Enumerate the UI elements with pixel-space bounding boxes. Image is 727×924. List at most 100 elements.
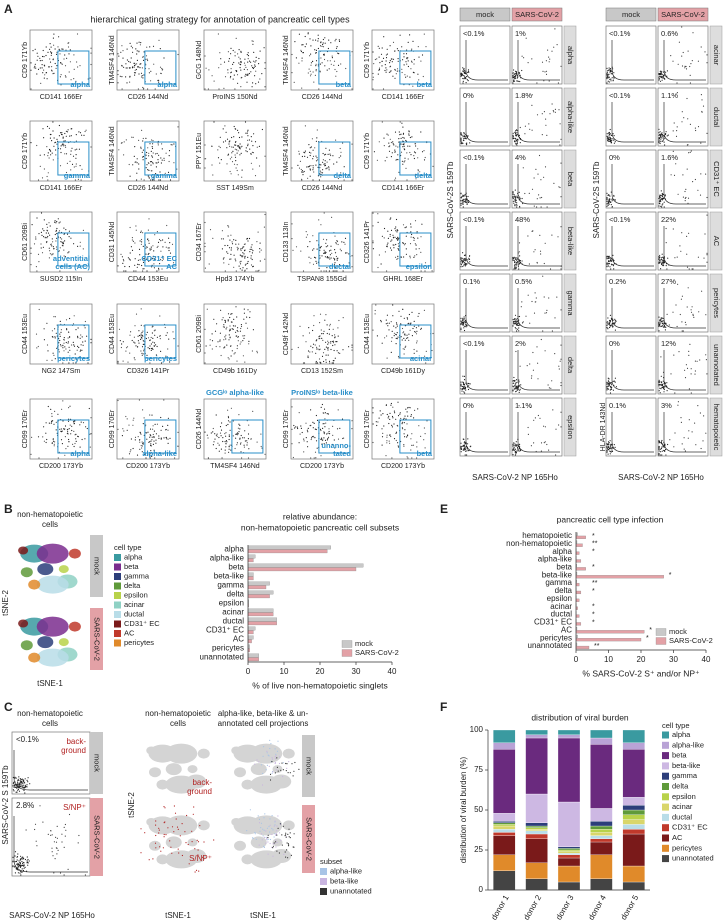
axis-label: SARS-CoV-2S 159Tb: [446, 161, 455, 238]
event-dots: [512, 376, 522, 393]
axis-label: CD34 167Er: [196, 222, 203, 261]
legend-text: beta: [672, 751, 687, 760]
axis-label: CD49b 161Dy: [213, 368, 257, 375]
cluster: [156, 779, 169, 790]
gate: [611, 350, 654, 391]
event-dots: [658, 131, 669, 146]
cluster: [18, 546, 29, 555]
condition-label: SARS-CoV-2: [93, 815, 102, 859]
bar-segment: [493, 749, 516, 814]
bar-segment: [590, 744, 613, 809]
event-dots: [121, 137, 175, 181]
event-dots: [372, 212, 433, 272]
percentage: 0%: [463, 91, 474, 100]
gate-label: tated: [333, 449, 351, 458]
bar-segment: [622, 749, 645, 798]
event-dots: [606, 377, 618, 394]
plot-frame: [657, 87, 709, 147]
cluster: [231, 818, 242, 826]
cluster: [250, 763, 267, 776]
event-dots: [291, 212, 353, 272]
bar: [247, 549, 328, 554]
legend-swatch: [114, 573, 121, 580]
column-header-text: SARS-CoV-2: [515, 10, 559, 19]
axis-label: % SARS-CoV-2 S⁺ and/or NP⁺: [582, 668, 700, 678]
column-header: [657, 7, 709, 22]
row-header: [563, 397, 577, 457]
category-label: alpha-like: [538, 555, 573, 564]
event-dots: [117, 399, 179, 459]
legend-text: delta: [672, 781, 689, 790]
bar: [247, 612, 274, 617]
event-dots: [246, 809, 282, 848]
row-header: [709, 211, 723, 271]
axis-label: CD9 171Yb: [22, 133, 29, 169]
event-dots: [294, 32, 341, 73]
legend-swatch: [114, 630, 121, 637]
category-label: pericytes: [212, 644, 244, 653]
axis-label: CD49f 142Nd: [283, 313, 290, 356]
significance: *: [592, 604, 595, 611]
gate-label: ground: [61, 746, 86, 755]
column-header: [511, 7, 563, 22]
axis-label: CD49b 161Dy: [381, 368, 425, 375]
axis-label: CD99 170Er: [283, 409, 290, 448]
category-label: donor 2: [522, 893, 544, 921]
condition-strip: [90, 535, 103, 597]
bar: [575, 535, 586, 539]
event-dots: [519, 154, 562, 208]
event-dots: [211, 121, 264, 171]
x-tick-label: 40: [702, 655, 711, 664]
percentage: 12%: [661, 339, 676, 348]
event-dots: [670, 26, 708, 84]
bar-segment: [525, 729, 548, 735]
condition-label: SARS-CoV-2: [93, 617, 102, 661]
legend-text: ductal: [672, 812, 692, 821]
bar: [575, 559, 582, 563]
gate-label: pericytes: [57, 354, 90, 363]
legend-text: ductal: [124, 609, 144, 618]
legend-text: gamma: [124, 571, 150, 580]
legend-text: alpha: [672, 730, 691, 739]
bar-segment: [493, 854, 516, 871]
gate: [663, 164, 706, 205]
row-header-text: unannotated: [712, 344, 721, 386]
legend-title: cell type: [662, 721, 690, 730]
plot-frame: [29, 303, 93, 365]
percentage: 1%: [515, 29, 526, 38]
column-header-text: SARS-CoV-2: [661, 10, 705, 19]
cluster: [165, 763, 182, 776]
bar-segment: [590, 841, 613, 855]
bar-segment: [557, 734, 581, 739]
plot-frame: [657, 335, 709, 395]
category-label: pericytes: [540, 633, 572, 642]
cluster: [250, 815, 283, 836]
bar: [247, 621, 277, 626]
cluster: [241, 779, 254, 790]
row-header-text: AC: [712, 236, 721, 247]
gate-label: alpha: [70, 449, 90, 458]
event-dots: [207, 407, 266, 459]
significance: *: [592, 619, 595, 626]
event-dots: [372, 34, 424, 79]
event-dots: [12, 776, 31, 794]
gate-label: beta: [417, 80, 433, 89]
gate: [57, 419, 90, 454]
event-dots: [267, 823, 295, 859]
bar: [575, 598, 580, 602]
plot-frame: [459, 211, 511, 271]
bar: [575, 590, 582, 595]
condition-label: mock: [93, 557, 102, 575]
row-header: [563, 25, 577, 85]
axis-label: CD200 173Yb: [381, 463, 425, 470]
cluster: [165, 743, 198, 764]
gate-label: S/NP⁺: [189, 854, 212, 863]
gate: [663, 102, 706, 143]
plot-frame: [605, 335, 657, 395]
bar: [575, 622, 582, 626]
significance: *: [646, 635, 649, 642]
legend-swatch: [662, 752, 669, 760]
axis-label: CD200 173Yb: [39, 463, 83, 470]
plot-frame: [116, 398, 180, 460]
axis-label: SARS-CoV-2 NP 165Ho: [9, 911, 95, 920]
